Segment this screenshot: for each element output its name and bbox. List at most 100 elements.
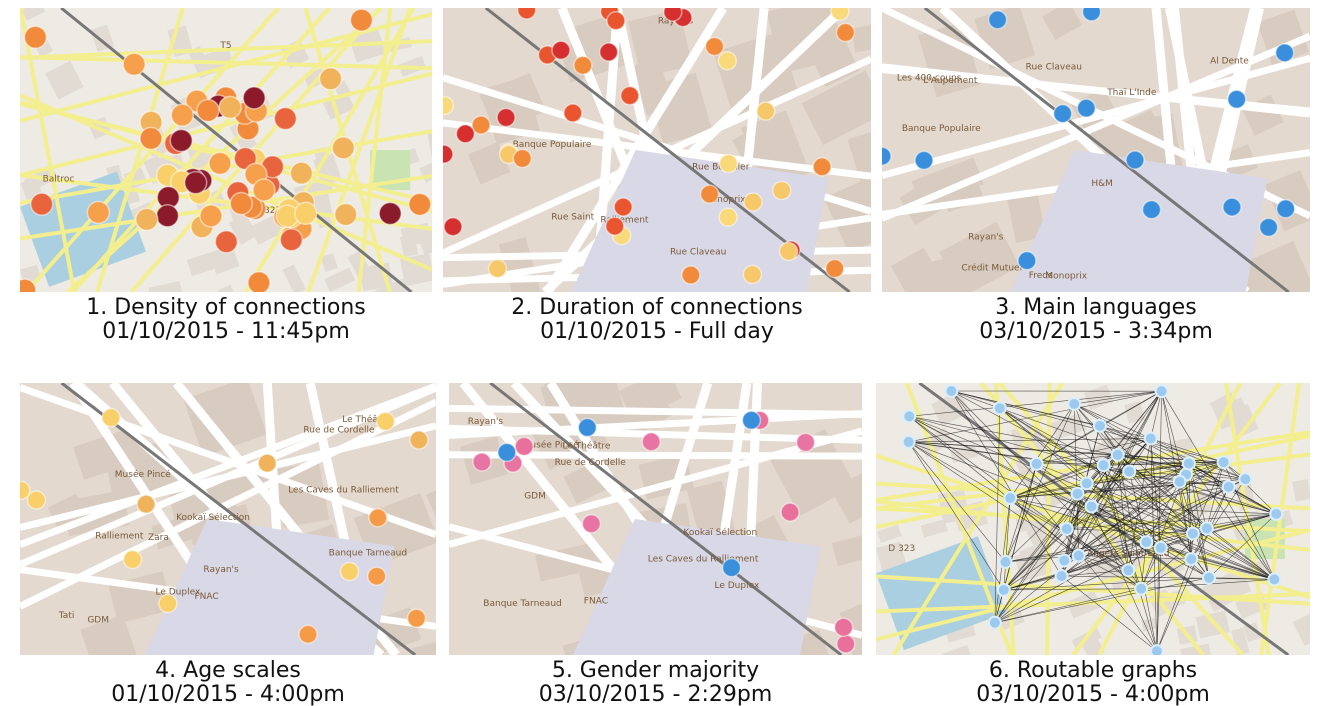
- marker: [243, 87, 265, 109]
- marker: [376, 412, 394, 430]
- graph-node: [1203, 572, 1215, 584]
- graph-node: [1123, 465, 1135, 477]
- marker: [723, 559, 741, 577]
- graph-node: [1183, 457, 1195, 469]
- marker: [718, 52, 736, 70]
- map-label: Kookaï Sélection: [176, 512, 250, 523]
- panel-subtitle: 01/10/2015 - Full day: [540, 319, 774, 344]
- marker: [295, 202, 317, 224]
- graph-node: [1122, 564, 1134, 576]
- map-label: Ralliement: [95, 532, 144, 542]
- panel-subtitle: 01/10/2015 - 11:45pm: [102, 319, 350, 344]
- graph-node: [903, 436, 915, 448]
- marker: [1126, 151, 1144, 169]
- map-label: Baltroc: [43, 174, 75, 184]
- map-label: L'Aupement: [923, 76, 978, 86]
- marker: [24, 26, 46, 48]
- map-label: Rue de Cordelle: [303, 426, 375, 436]
- graph-node: [945, 385, 957, 397]
- graph-node: [1140, 536, 1152, 548]
- marker: [1083, 3, 1101, 21]
- graph-node: [1268, 573, 1280, 585]
- marker: [102, 409, 120, 427]
- marker: [185, 172, 207, 194]
- marker: [614, 198, 632, 216]
- map-panel: Musée PincéFNACGDMKookaï SélectionBanque…: [449, 365, 940, 684]
- marker: [582, 515, 600, 533]
- marker: [473, 453, 491, 471]
- marker: [757, 102, 775, 120]
- marker: [350, 9, 372, 31]
- marker: [836, 24, 854, 42]
- marker: [813, 158, 831, 176]
- marker: [488, 260, 506, 278]
- graph-node: [1145, 433, 1157, 445]
- marker: [1077, 99, 1095, 117]
- marker: [215, 231, 237, 253]
- graph-node: [1201, 522, 1213, 534]
- map-label: Tati: [58, 611, 75, 621]
- marker: [274, 108, 296, 130]
- marker: [780, 242, 798, 260]
- marker: [124, 551, 142, 569]
- map-panel: D 323T5Baltroc: [14, 1, 454, 313]
- marker: [989, 11, 1007, 29]
- marker: [1223, 198, 1241, 216]
- marker: [248, 272, 270, 294]
- marker: [1018, 252, 1036, 270]
- map-label: Les Caves du Ralliement: [648, 554, 759, 564]
- graph-node: [999, 556, 1011, 568]
- marker: [682, 266, 700, 284]
- graph-node: [1270, 508, 1282, 520]
- marker: [280, 229, 302, 251]
- panel-title: 2. Duration of connections: [511, 295, 802, 320]
- map-panel: Musée PincéZaraFNACGDMKookaï SélectionBa…: [12, 377, 484, 706]
- marker: [706, 37, 724, 55]
- marker: [200, 205, 222, 227]
- marker: [742, 411, 760, 429]
- figure: D 323T5Baltroc1. Density of connections0…: [0, 0, 1319, 706]
- marker: [621, 87, 639, 105]
- marker: [837, 635, 855, 653]
- marker: [197, 99, 219, 121]
- map-label: Rue de Cordelle: [555, 458, 627, 468]
- marker: [518, 1, 536, 19]
- marker: [607, 12, 625, 30]
- marker: [664, 3, 682, 21]
- graph-node: [1112, 449, 1124, 461]
- map-label: Crédit Mutuel: [961, 263, 1022, 274]
- graph-node: [1031, 458, 1043, 470]
- marker: [642, 433, 660, 451]
- map-label: Rayan's: [468, 417, 504, 427]
- marker: [14, 279, 36, 301]
- marker: [797, 433, 815, 451]
- marker: [407, 609, 425, 627]
- graph-node: [1187, 528, 1199, 540]
- marker: [1054, 105, 1072, 123]
- graph-node: [1155, 542, 1167, 554]
- marker: [564, 104, 582, 122]
- map-label: GDM: [524, 492, 546, 502]
- panel-title: 5. Gender majority: [552, 658, 759, 683]
- marker: [600, 43, 618, 61]
- map-label: Rayan's: [968, 232, 1004, 242]
- marker: [219, 96, 241, 118]
- marker: [159, 595, 177, 613]
- marker: [335, 204, 357, 226]
- graph-node: [989, 617, 1001, 629]
- marker: [606, 217, 624, 235]
- marker: [137, 495, 155, 513]
- marker: [915, 151, 933, 169]
- graph-node: [1086, 501, 1098, 513]
- marker: [497, 108, 515, 126]
- panel-title: 6. Routable graphs: [989, 658, 1197, 683]
- marker: [835, 618, 853, 636]
- marker: [369, 509, 387, 527]
- marker: [456, 125, 474, 143]
- map-panel: D 323Angers Saint-Laud: [876, 383, 1319, 668]
- map-label: Thaï L'Inde: [1106, 88, 1157, 98]
- map-label: T5: [219, 41, 231, 51]
- map-label: Banque Tarneaud: [483, 599, 561, 609]
- map-label: Kookaï Sélection: [683, 527, 757, 538]
- graph-node: [1156, 385, 1168, 397]
